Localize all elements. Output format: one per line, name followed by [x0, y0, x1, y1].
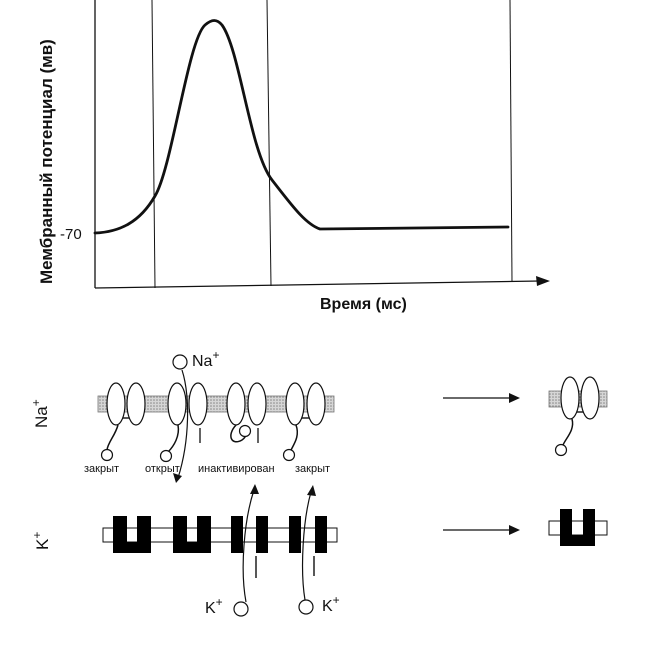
potassium-membrane [102, 527, 338, 543]
x-axis-label: Время (мс) [320, 296, 407, 313]
potassium-transition-arrow-icon [509, 525, 520, 535]
potassium-channel-row: K+ [30, 484, 608, 617]
sodium-channel-recovered [554, 376, 600, 457]
potassium-efflux-path-1 [242, 489, 255, 603]
sodium-channel-row: Na+ [29, 348, 608, 483]
sodium-channel-closed-2 [282, 382, 326, 462]
sodium-influx-arrow-icon [173, 473, 182, 483]
potassium-efflux-path-2 [301, 491, 312, 601]
potassium-row-label: K+ [30, 532, 52, 550]
x-axis [94, 280, 541, 289]
potassium-efflux-arrow-icon-2 [307, 485, 316, 496]
sodium-row-label: Na+ [29, 399, 51, 428]
potassium-ion-label-2: K+ [322, 593, 340, 615]
potassium-membrane-right [548, 520, 608, 536]
potassium-channel-closed-1 [113, 516, 151, 553]
phase-line-3 [509, 0, 513, 283]
state-label-inactivated: инактивирован [198, 463, 275, 475]
sodium-ion-icon [172, 354, 188, 370]
phase-line-2 [266, 0, 272, 287]
potassium-channel-open-2 [289, 516, 327, 576]
action-potential-curve [93, 19, 510, 235]
state-label-closed-2: закрыт [295, 463, 330, 475]
sodium-membrane [97, 395, 335, 413]
sodium-channel-inactivated [226, 382, 267, 443]
potassium-efflux-arrow-icon-1 [250, 484, 259, 494]
resting-potential-tick: -70 [60, 226, 82, 243]
potassium-ion-icon-1 [233, 601, 249, 617]
inactivation-gate-icon [100, 448, 114, 462]
potassium-channel-closed-2 [173, 516, 211, 553]
phase-line-1 [151, 0, 156, 289]
sodium-transition-arrow-icon [509, 393, 520, 403]
state-label-closed-1: закрыт [84, 463, 119, 475]
sodium-influx-path [177, 369, 189, 479]
potassium-channel-open-1 [231, 516, 268, 578]
x-axis-arrow-icon [536, 276, 550, 286]
sodium-channel-open [159, 382, 208, 463]
sodium-channel-closed-1 [100, 382, 146, 462]
sodium-ion-label: Na+ [192, 348, 219, 370]
potential-graph: -70 Мембранный потенциал (мв) Время (мс) [37, 0, 550, 313]
potassium-ion-label-1: K+ [205, 595, 223, 617]
y-axis-label: Мембранный потенциал (мв) [37, 39, 56, 284]
state-label-open: открыт [145, 463, 180, 475]
potassium-ion-icon-2 [298, 599, 314, 615]
potassium-channel-recovered [560, 509, 595, 546]
